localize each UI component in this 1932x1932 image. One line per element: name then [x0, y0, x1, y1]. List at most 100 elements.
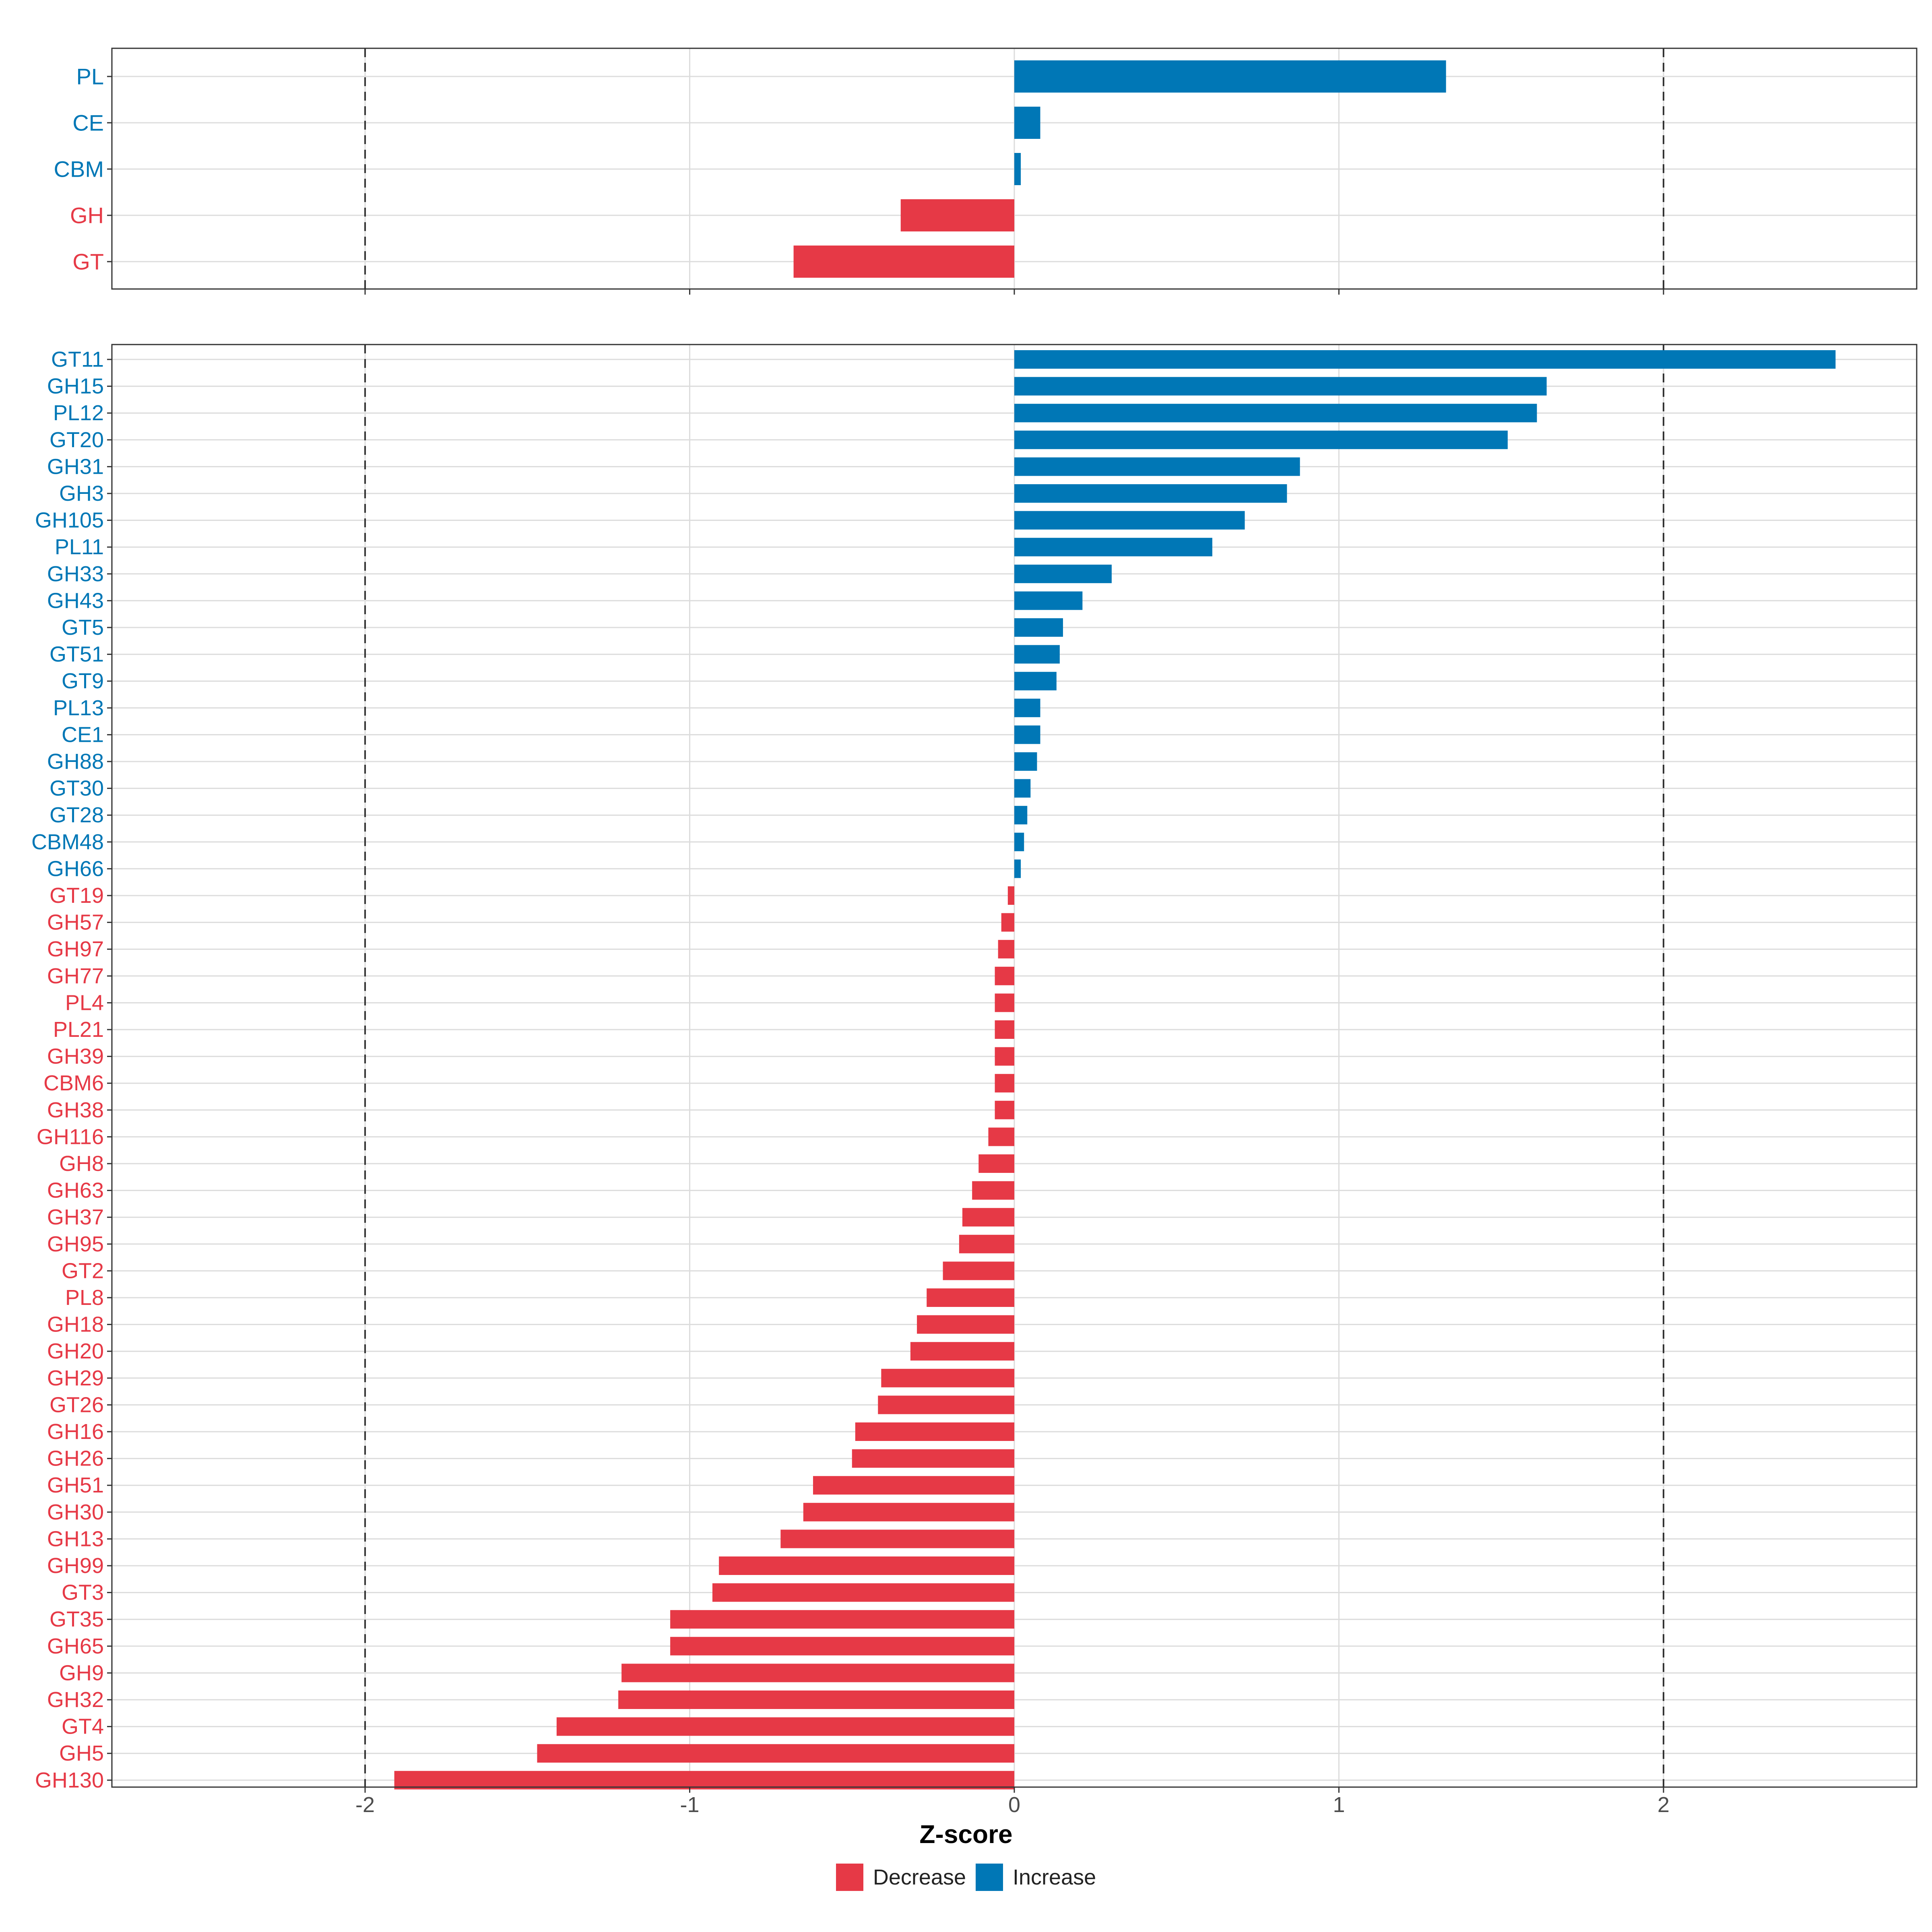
bar-GH8 [978, 1154, 1014, 1173]
y-label-CE1: CE1 [62, 722, 104, 747]
y-label-CBM48: CBM48 [31, 830, 104, 854]
y-label-GH38: GH38 [47, 1098, 104, 1122]
y-label-GT11: GT11 [51, 347, 104, 372]
y-label-GH13: GH13 [47, 1527, 104, 1551]
y-label-GT20: GT20 [50, 428, 104, 452]
y-label-GT51: GT51 [50, 642, 104, 667]
bar-GH116 [988, 1127, 1014, 1146]
x-tick-label: 0 [1008, 1793, 1020, 1817]
y-label-GH97: GH97 [47, 937, 104, 961]
y-label-GH5: GH5 [59, 1741, 104, 1765]
bar-GH [900, 199, 1014, 231]
y-label-PL13: PL13 [53, 696, 104, 720]
bar-GT9 [1014, 672, 1057, 691]
y-label-GH29: GH29 [47, 1366, 104, 1390]
bar-GH5 [537, 1744, 1014, 1763]
y-label-GH57: GH57 [47, 910, 104, 935]
bar-GH43 [1014, 591, 1083, 610]
y-label-CE: CE [72, 110, 104, 136]
legend-swatch-increase [975, 1864, 1003, 1891]
bar-GT3 [712, 1583, 1014, 1602]
y-label-PL4: PL4 [65, 991, 104, 1015]
bar-GH66 [1014, 859, 1021, 878]
y-label-CBM6: CBM6 [43, 1071, 104, 1095]
y-label-CBM: CBM [54, 157, 104, 182]
bar-CBM [1014, 153, 1021, 185]
bar-CE1 [1014, 725, 1040, 744]
y-label-GH116: GH116 [37, 1125, 104, 1149]
y-label-GH88: GH88 [47, 749, 104, 774]
bar-CBM6 [995, 1074, 1014, 1093]
y-label-GH37: GH37 [47, 1205, 104, 1229]
y-label-GH33: GH33 [47, 562, 104, 586]
y-label-GH30: GH30 [47, 1500, 104, 1524]
y-label-GT19: GT19 [50, 883, 104, 908]
bar-GH18 [917, 1315, 1014, 1334]
panel-family-level-frame [111, 344, 1918, 1788]
bar-GH39 [995, 1047, 1014, 1066]
bar-GT4 [556, 1717, 1014, 1736]
bar-GH63 [972, 1181, 1014, 1200]
y-label-GH65: GH65 [47, 1634, 104, 1658]
x-tick-label: 1 [1333, 1793, 1345, 1817]
y-label-GH16: GH16 [47, 1420, 104, 1444]
y-label-GH43: GH43 [47, 588, 104, 613]
bar-GH57 [1001, 913, 1014, 932]
y-label-GH51: GH51 [47, 1473, 104, 1497]
y-label-GH32: GH32 [47, 1688, 104, 1712]
bar-GT51 [1014, 645, 1060, 664]
x-axis-title: Z-score [919, 1820, 1013, 1849]
bar-GH65 [670, 1637, 1014, 1655]
bar-GH9 [621, 1664, 1014, 1682]
y-label-PL21: PL21 [53, 1018, 104, 1042]
y-label-GT9: GT9 [62, 669, 104, 693]
bar-GT26 [878, 1395, 1014, 1414]
bar-GH105 [1014, 511, 1245, 530]
bar-PL21 [995, 1020, 1014, 1039]
bar-GH26 [852, 1449, 1014, 1468]
bar-GT20 [1014, 430, 1508, 449]
y-label-PL11: PL11 [55, 535, 104, 559]
y-label-GH63: GH63 [47, 1179, 104, 1203]
bar-GT2 [943, 1261, 1014, 1280]
legend: Decrease Increase [0, 1864, 1932, 1891]
bar-GH16 [855, 1422, 1014, 1441]
bar-GT [793, 246, 1014, 278]
x-tick-label: -1 [680, 1793, 700, 1817]
y-label-GH95: GH95 [47, 1232, 104, 1256]
bar-GH13 [780, 1530, 1014, 1548]
bar-GH130 [394, 1771, 1015, 1790]
bar-CE [1014, 107, 1040, 139]
legend-item-increase: Increase [975, 1864, 1096, 1891]
bar-GH38 [995, 1100, 1014, 1119]
legend-label-increase: Increase [1012, 1865, 1096, 1889]
y-label-GT5: GT5 [62, 615, 104, 640]
bar-GH95 [959, 1234, 1014, 1253]
legend-item-decrease: Decrease [836, 1864, 966, 1891]
bar-GH3 [1014, 484, 1287, 503]
y-label-GH130: GH130 [35, 1768, 104, 1792]
y-label-GT30: GT30 [50, 776, 104, 801]
x-axis: -2 -1 0 1 2 [355, 1793, 1670, 1817]
bar-GH77 [995, 966, 1014, 985]
y-label-GT35: GT35 [50, 1607, 104, 1631]
bar-CBM48 [1014, 832, 1024, 851]
y-label-GT28: GT28 [50, 803, 104, 827]
y-label-GH18: GH18 [47, 1313, 104, 1337]
panel-class-level-frame [111, 47, 1918, 290]
y-label-GT26: GT26 [50, 1393, 104, 1417]
legend-label-decrease: Decrease [873, 1865, 966, 1889]
bar-PL11 [1014, 538, 1212, 557]
bar-GH37 [962, 1208, 1014, 1227]
y-label-GH77: GH77 [47, 964, 104, 988]
panel-class-level: PL CE CBM GH GT [54, 47, 1918, 295]
bar-GH99 [719, 1556, 1014, 1575]
bar-PL [1014, 60, 1446, 93]
y-label-GH105: GH105 [35, 508, 104, 533]
y-label-PL8: PL8 [65, 1286, 104, 1310]
bar-GT5 [1014, 618, 1063, 637]
bar-GH15 [1014, 377, 1547, 396]
y-label-GH39: GH39 [47, 1044, 104, 1069]
